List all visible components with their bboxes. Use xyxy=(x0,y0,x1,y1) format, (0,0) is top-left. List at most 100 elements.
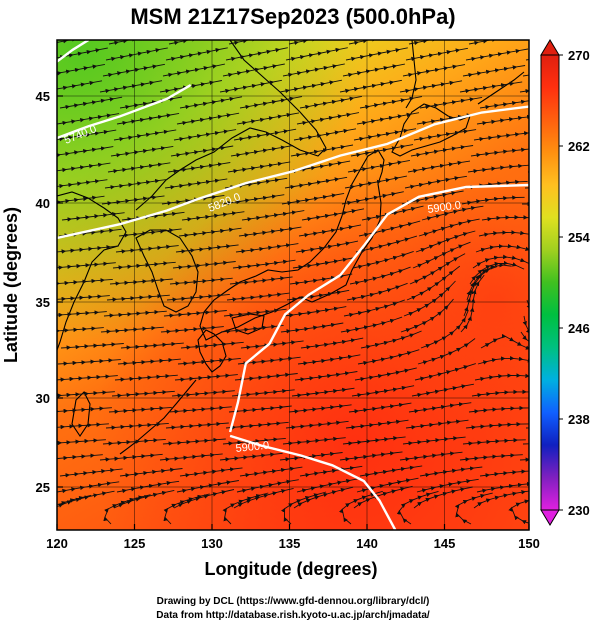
streamline xyxy=(108,406,172,414)
streamline xyxy=(177,357,241,366)
y-tick-label: 25 xyxy=(36,480,50,495)
streamline xyxy=(480,333,529,350)
streamline xyxy=(240,340,304,350)
streamline xyxy=(227,161,291,174)
streamline xyxy=(114,373,178,382)
plot-frame xyxy=(56,39,530,531)
streamline xyxy=(285,420,349,430)
streamline xyxy=(237,356,301,366)
streamline xyxy=(356,112,420,126)
streamline xyxy=(354,367,417,382)
streamline xyxy=(341,191,404,206)
contour-5820 xyxy=(57,105,529,240)
streamline xyxy=(219,452,283,462)
streamline xyxy=(343,299,405,318)
streamline xyxy=(282,63,345,78)
streamline xyxy=(467,163,529,174)
streamline xyxy=(115,244,179,254)
streamline xyxy=(405,47,468,62)
streamline xyxy=(292,257,356,270)
streamline xyxy=(57,146,114,158)
streamline xyxy=(297,354,361,366)
colorbar-tick-label: 230 xyxy=(568,503,590,518)
streamline xyxy=(61,211,125,222)
streamline xyxy=(361,205,424,222)
streamline xyxy=(281,491,327,525)
streamline xyxy=(475,243,529,253)
streamline xyxy=(103,309,167,318)
streamline xyxy=(352,250,414,270)
streamline xyxy=(57,129,117,142)
streamline xyxy=(163,309,227,318)
streamline xyxy=(168,40,224,46)
streamline xyxy=(291,387,355,398)
x-axis-label: Longitude (degrees) xyxy=(204,559,377,579)
streamline xyxy=(57,244,119,254)
x-tick-label: 145 xyxy=(434,536,456,551)
streamline xyxy=(181,211,245,222)
streamline xyxy=(104,178,168,190)
streamline xyxy=(289,273,353,286)
streamline xyxy=(234,372,298,382)
streamline xyxy=(476,114,529,126)
streamline xyxy=(167,162,231,174)
streamline xyxy=(60,342,124,350)
streamline xyxy=(285,47,348,62)
streamline xyxy=(299,95,362,110)
contour-5660 xyxy=(57,40,90,63)
streamline xyxy=(163,493,210,525)
streamline xyxy=(107,162,171,174)
streamline xyxy=(468,405,529,414)
streamline xyxy=(402,436,466,446)
streamline xyxy=(169,277,233,286)
y-tick-label: 35 xyxy=(36,295,50,310)
streamline xyxy=(121,211,185,222)
streamline xyxy=(162,63,225,78)
streamline xyxy=(112,261,176,270)
streamline xyxy=(222,492,269,525)
streamline xyxy=(178,227,242,238)
streamline xyxy=(175,244,239,254)
streamline xyxy=(108,40,164,46)
streamline xyxy=(230,145,294,158)
streamline xyxy=(295,240,359,254)
streamline xyxy=(57,326,104,334)
streamline xyxy=(101,195,165,206)
chart-title: MSM 21Z17Sep2023 (500.0hPa) xyxy=(130,4,455,29)
streamline xyxy=(57,47,108,62)
streamline xyxy=(57,438,106,446)
streamline xyxy=(103,494,151,525)
streamline xyxy=(355,235,418,254)
streamline xyxy=(481,215,529,222)
colorbar-tick-label: 262 xyxy=(568,139,590,154)
streamline xyxy=(113,129,177,142)
streamline xyxy=(222,63,285,78)
streamline xyxy=(410,145,474,158)
streamline xyxy=(293,128,357,142)
streamline xyxy=(411,383,474,398)
streamline xyxy=(413,129,477,142)
contour-5900-east xyxy=(228,183,529,433)
streamline xyxy=(408,40,464,46)
streamline xyxy=(176,480,239,494)
streamline xyxy=(468,40,524,46)
colorbar-tick-label: 270 xyxy=(568,48,590,63)
streamline xyxy=(417,338,476,365)
streamline xyxy=(408,402,472,414)
streamline xyxy=(226,292,290,302)
streamline xyxy=(116,112,180,126)
streamline xyxy=(300,337,364,350)
streamline xyxy=(223,308,287,318)
streamline xyxy=(473,131,529,142)
streamline xyxy=(461,195,525,206)
streamline xyxy=(57,374,118,382)
x-tick-label: 120 xyxy=(46,536,68,551)
credit-data: Data from http://database.rish.kyoto-u.a… xyxy=(156,610,430,621)
streamline xyxy=(405,419,469,430)
colorbar-max-arrow xyxy=(540,39,560,56)
streamline xyxy=(479,468,529,478)
streamline xyxy=(357,349,420,366)
streamline xyxy=(57,195,105,206)
streamline xyxy=(347,159,410,174)
streamline xyxy=(339,79,402,94)
